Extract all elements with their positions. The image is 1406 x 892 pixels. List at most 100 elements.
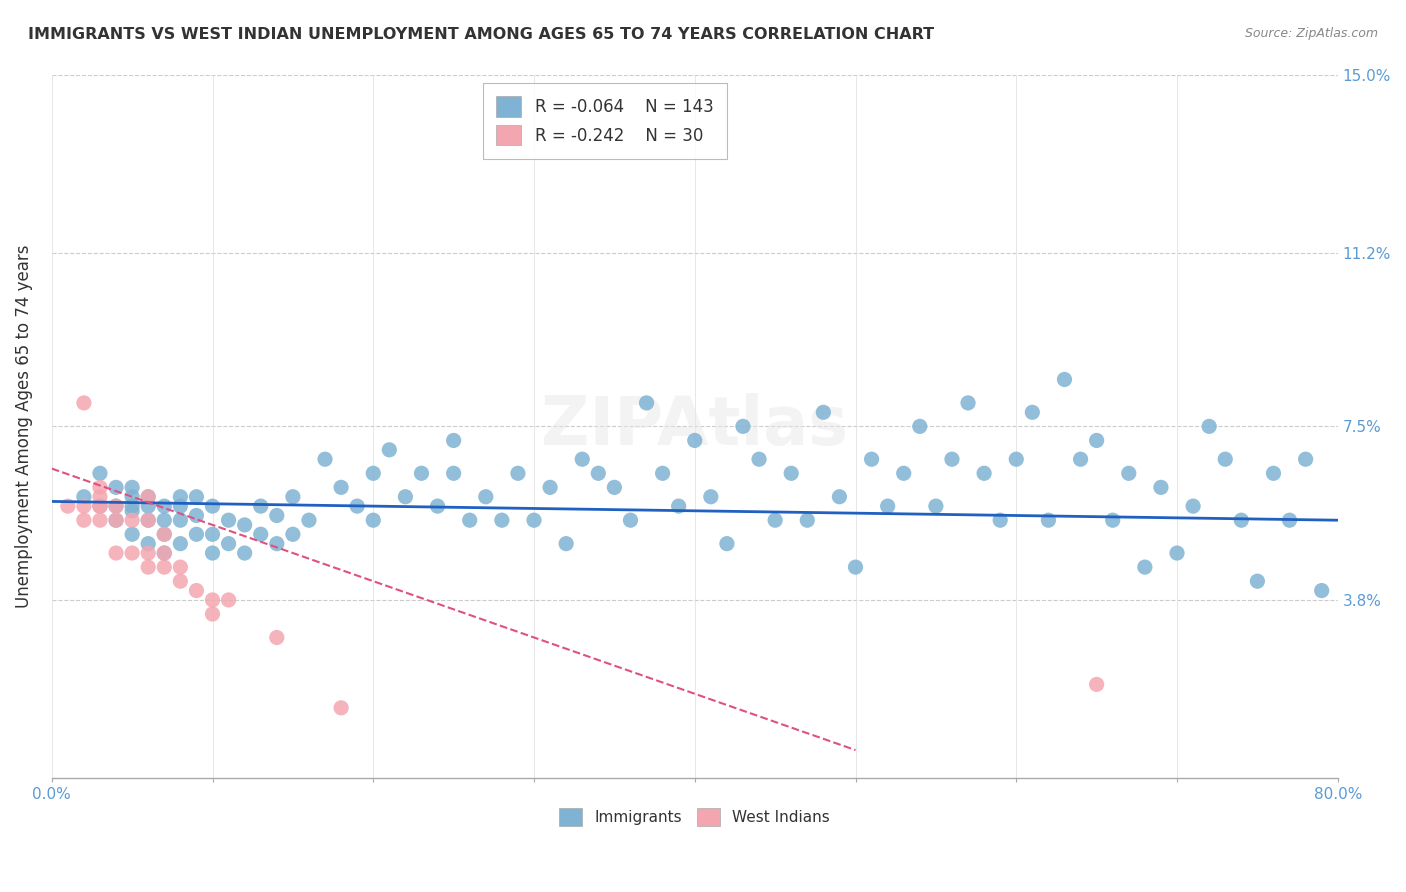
Point <box>105 499 128 513</box>
Point <box>153 546 176 560</box>
Point <box>1053 372 1076 386</box>
Point <box>186 527 208 541</box>
Point <box>201 499 224 513</box>
Point <box>361 467 384 481</box>
Point <box>925 499 948 513</box>
Point <box>218 593 240 607</box>
Point <box>233 546 256 560</box>
Point <box>426 499 449 513</box>
Point <box>813 405 835 419</box>
Point <box>201 546 224 560</box>
Point <box>330 701 353 715</box>
Point <box>475 490 498 504</box>
Point <box>683 434 706 448</box>
Point <box>1070 452 1092 467</box>
Point <box>828 490 851 504</box>
Point <box>443 467 465 481</box>
Point <box>1278 513 1301 527</box>
Point <box>73 396 96 410</box>
Point <box>266 536 288 550</box>
Point <box>153 513 176 527</box>
Point <box>281 527 304 541</box>
Point <box>121 490 143 504</box>
Point <box>1085 434 1108 448</box>
Point <box>218 536 240 550</box>
Text: ZIPAtlas: ZIPAtlas <box>541 393 848 459</box>
Point <box>588 467 610 481</box>
Point <box>218 513 240 527</box>
Point <box>169 574 191 589</box>
Point <box>780 467 803 481</box>
Point <box>555 536 578 550</box>
Point <box>1182 499 1205 513</box>
Y-axis label: Unemployment Among Ages 65 to 74 years: Unemployment Among Ages 65 to 74 years <box>15 244 32 608</box>
Point <box>700 490 723 504</box>
Point <box>876 499 898 513</box>
Point <box>89 480 111 494</box>
Point <box>458 513 481 527</box>
Point <box>860 452 883 467</box>
Point <box>186 583 208 598</box>
Point <box>89 499 111 513</box>
Point <box>136 560 159 574</box>
Point <box>1213 452 1236 467</box>
Point <box>73 499 96 513</box>
Point <box>668 499 690 513</box>
Point <box>1021 405 1043 419</box>
Point <box>153 560 176 574</box>
Point <box>1038 513 1060 527</box>
Point <box>233 517 256 532</box>
Point <box>201 527 224 541</box>
Point <box>603 480 626 494</box>
Point <box>443 434 465 448</box>
Point <box>169 536 191 550</box>
Point <box>1133 560 1156 574</box>
Point <box>136 546 159 560</box>
Point <box>136 499 159 513</box>
Point <box>201 607 224 621</box>
Point <box>89 490 111 504</box>
Point <box>1198 419 1220 434</box>
Point <box>249 527 271 541</box>
Point <box>988 513 1011 527</box>
Point <box>506 467 529 481</box>
Point <box>121 546 143 560</box>
Point <box>73 490 96 504</box>
Point <box>89 499 111 513</box>
Point <box>571 452 593 467</box>
Point <box>1263 467 1285 481</box>
Point <box>1166 546 1188 560</box>
Point <box>169 490 191 504</box>
Point <box>330 480 353 494</box>
Point <box>844 560 866 574</box>
Point <box>153 527 176 541</box>
Point <box>491 513 513 527</box>
Point <box>266 508 288 523</box>
Point <box>105 546 128 560</box>
Point <box>136 490 159 504</box>
Point <box>73 513 96 527</box>
Point <box>201 593 224 607</box>
Point <box>619 513 641 527</box>
Point <box>1101 513 1123 527</box>
Point <box>105 499 128 513</box>
Point <box>89 499 111 513</box>
Point <box>748 452 770 467</box>
Point <box>941 452 963 467</box>
Point <box>136 490 159 504</box>
Point <box>298 513 321 527</box>
Legend: Immigrants, West Indians: Immigrants, West Indians <box>551 800 838 834</box>
Point <box>121 499 143 513</box>
Point <box>121 527 143 541</box>
Point <box>796 513 818 527</box>
Point <box>153 499 176 513</box>
Point <box>1085 677 1108 691</box>
Point <box>957 396 980 410</box>
Point <box>1295 452 1317 467</box>
Point <box>763 513 786 527</box>
Point <box>136 536 159 550</box>
Point <box>973 467 995 481</box>
Point <box>893 467 915 481</box>
Text: Source: ZipAtlas.com: Source: ZipAtlas.com <box>1244 27 1378 40</box>
Point <box>105 480 128 494</box>
